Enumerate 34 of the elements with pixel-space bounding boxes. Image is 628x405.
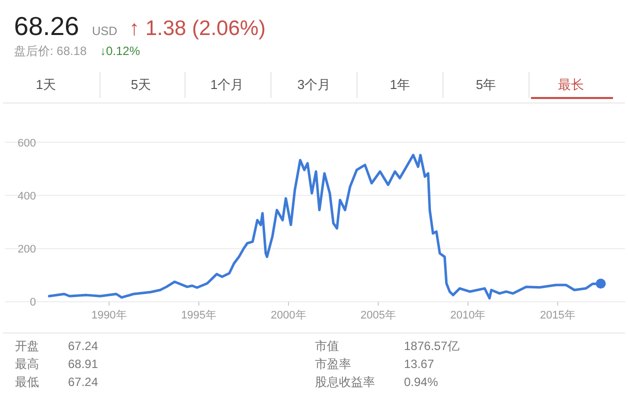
text: 股息收益率	[315, 375, 375, 389]
x-tick-label: 2010年	[450, 310, 486, 322]
text: 1个月	[210, 77, 244, 92]
text: 最高	[15, 357, 39, 371]
y-tick-label: 400	[18, 190, 36, 202]
text: 67.24	[68, 375, 98, 389]
x-tick-label: 2000年	[270, 310, 306, 322]
text: 5年	[476, 77, 496, 92]
x-tick-label: 2015年	[540, 310, 576, 322]
x-tick-label: 2005年	[360, 310, 396, 322]
text: 最低	[15, 375, 39, 389]
text: 3个月	[297, 77, 331, 92]
text: 市盈率	[315, 357, 351, 371]
text: 0.94%	[404, 375, 438, 389]
text: 开盘	[15, 339, 39, 353]
text: 68.91	[68, 357, 98, 371]
text: 68.26	[14, 11, 80, 41]
y-tick-label: 0	[30, 296, 36, 309]
text: ↑ 1.38 (2.06%)	[129, 17, 266, 40]
text: 盘后价: 68.18	[14, 44, 88, 58]
text: ↓0.12%	[100, 44, 140, 58]
text: 5天	[130, 77, 152, 92]
text: 1876.57亿	[404, 339, 460, 353]
x-tick-label: 1990年	[91, 310, 127, 322]
y-tick-label: 200	[18, 244, 36, 256]
y-tick-label: 600	[18, 137, 36, 150]
text: 1天	[36, 77, 56, 92]
text: USD	[92, 24, 118, 38]
text: 1年	[390, 77, 410, 92]
text: 13.67	[404, 357, 434, 371]
text: 最长	[558, 77, 584, 92]
text: 67.24	[68, 339, 98, 353]
x-tick-label: 1995年	[181, 310, 217, 322]
text: 市值	[315, 339, 339, 353]
